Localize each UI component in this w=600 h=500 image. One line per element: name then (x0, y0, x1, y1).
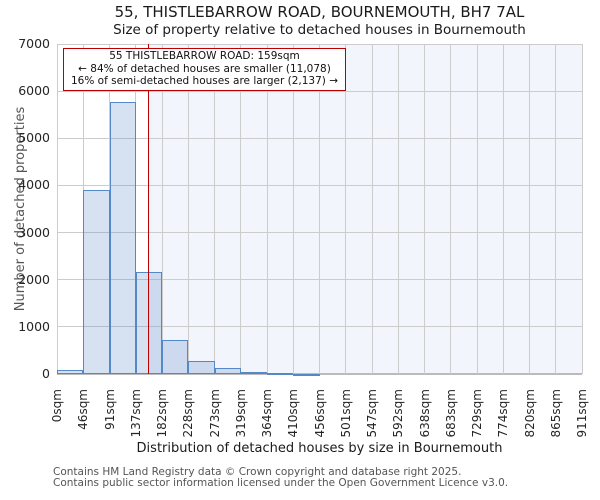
x-tick-label: 46sqm (76, 389, 91, 430)
y-tick-label: 5000 (18, 130, 50, 146)
chart-subtitle: Size of property relative to detached ho… (113, 22, 526, 38)
vertical-gridline (581, 44, 583, 374)
annotation-smaller-line: ← 84% of detached houses are smaller (11… (78, 62, 331, 75)
vertical-gridline (397, 44, 399, 374)
vertical-gridline (476, 44, 478, 374)
vertical-gridline (450, 44, 452, 374)
vertical-gridline (56, 44, 58, 374)
page-title: 55, THISTLEBARROW ROAD, BOURNEMOUTH, BH7… (114, 3, 525, 21)
y-tick-label: 2000 (18, 271, 50, 287)
x-tick-label: 729sqm (470, 389, 484, 438)
vertical-gridline (135, 44, 137, 374)
vertical-gridline (345, 44, 347, 374)
x-tick-label: 683sqm (443, 389, 458, 438)
x-tick-label: 638sqm (417, 389, 432, 438)
y-tick-label: 4000 (18, 177, 50, 193)
vertical-gridline (161, 44, 163, 374)
x-tick-label: 364sqm (260, 389, 274, 438)
x-tick-label: 319sqm (233, 389, 248, 438)
annotation-larger-line: 16% of semi-detached houses are larger (… (70, 75, 338, 87)
footer-line-2: Contains public sector information licen… (53, 477, 509, 489)
vertical-gridline (424, 44, 425, 374)
larger-properties-shade-region (148, 44, 582, 374)
property-size-marker-line (147, 44, 150, 374)
histogram-bar (57, 370, 84, 374)
x-tick-label: 273sqm (207, 389, 222, 438)
histogram-bar (214, 367, 241, 374)
vertical-gridline (319, 44, 320, 374)
vertical-gridline (292, 44, 294, 374)
x-tick-label: 774sqm (496, 389, 511, 438)
x-tick-label: 137sqm (128, 389, 143, 438)
vertical-gridline (502, 44, 504, 374)
x-tick-label: 182sqm (155, 389, 169, 438)
histogram-bar (83, 190, 110, 374)
x-tick-label: 592sqm (391, 389, 406, 438)
y-tick-label: 7000 (18, 36, 50, 51)
x-tick-label: 0sqm (50, 389, 64, 423)
x-axis-line (57, 373, 582, 375)
vertical-gridline (187, 44, 189, 374)
x-tick-label: 865sqm (548, 389, 563, 438)
y-tick-label: 1000 (18, 318, 50, 334)
y-tick-label: 3000 (18, 224, 50, 240)
histogram-bar (162, 340, 189, 374)
vertical-gridline (214, 44, 215, 374)
histogram-bar (293, 373, 320, 376)
vertical-gridline (266, 44, 268, 374)
x-tick-label: 410sqm (286, 389, 301, 438)
annotation-box: 55 THISTLEBARROW ROAD: 159sqm ← 84% of d… (63, 48, 346, 91)
histogram-bar (109, 101, 136, 374)
x-axis-label: Distribution of detached houses by size … (136, 441, 503, 456)
x-tick-label: 911sqm (575, 389, 589, 438)
x-tick-label: 91sqm (102, 389, 117, 430)
annotation-property-line: 55 THISTLEBARROW ROAD: 159sqm (109, 50, 300, 62)
histogram-bar (240, 371, 267, 374)
histogram-bar (188, 360, 215, 374)
y-tick-label: 0 (42, 366, 50, 381)
x-tick-label: 547sqm (365, 389, 379, 438)
x-tick-label: 456sqm (312, 389, 327, 438)
vertical-gridline (240, 44, 242, 374)
vertical-gridline (555, 44, 557, 374)
x-tick-label: 820sqm (522, 389, 537, 438)
x-tick-label: 501sqm (338, 389, 353, 438)
y-tick-label: 6000 (18, 83, 50, 99)
x-tick-label: 228sqm (181, 389, 196, 438)
footer-line-1: Contains HM Land Registry data © Crown c… (53, 466, 462, 478)
histogram-bar (267, 372, 294, 375)
vertical-gridline (371, 44, 373, 374)
vertical-gridline (529, 44, 530, 374)
